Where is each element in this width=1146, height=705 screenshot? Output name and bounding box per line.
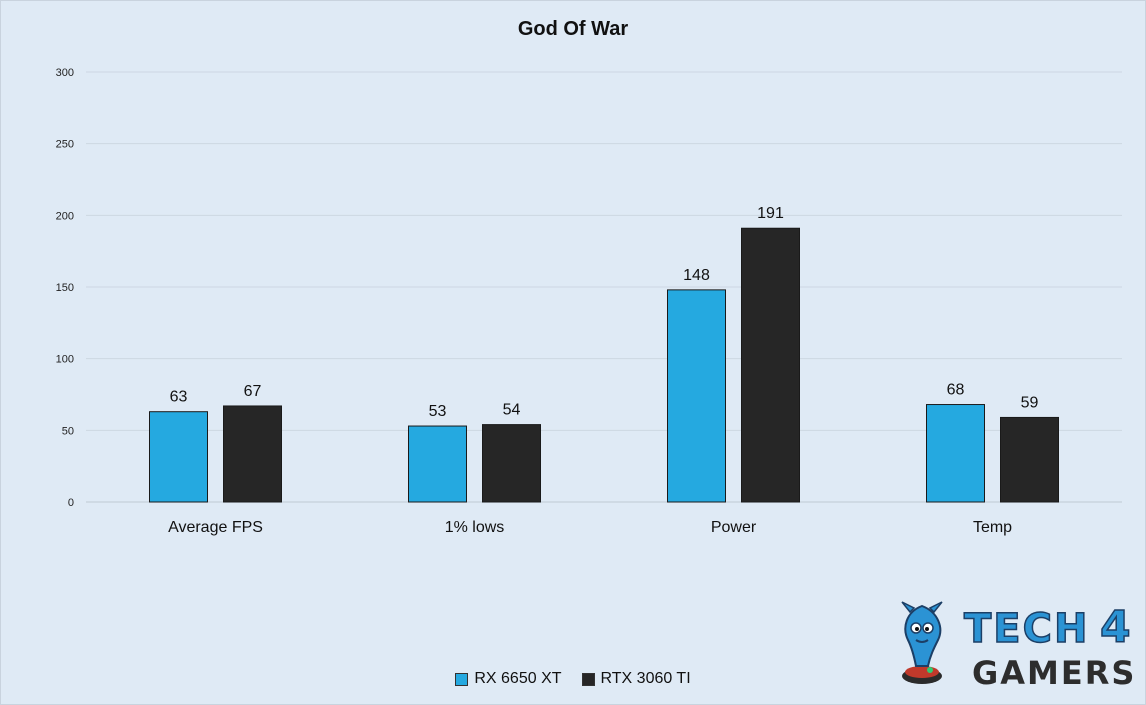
data-label: 191 — [757, 205, 784, 222]
y-tick-label: 300 — [56, 67, 74, 79]
data-label: 59 — [1021, 394, 1039, 411]
logo-word-tech: TECH — [964, 606, 1089, 652]
logo-digit-4: 4 — [1100, 602, 1131, 653]
legend-swatch-series-1 — [581, 672, 595, 686]
legend: RX 6650 XT RTX 3060 TI — [0, 670, 1146, 688]
y-tick-label: 0 — [68, 497, 74, 509]
x-axis-category-labels: Average FPS 1% lows Power Temp — [168, 519, 1012, 536]
y-tick-label: 50 — [62, 425, 74, 437]
bar-rtx-3060-ti — [1000, 416, 1059, 503]
logo-word-gamers: GAMERS — [972, 654, 1136, 690]
data-label: 54 — [503, 402, 521, 419]
bar-rtx-3060-ti — [482, 424, 541, 503]
y-tick-label: 200 — [56, 210, 74, 222]
mascot-icon — [901, 601, 943, 684]
bar-rtx-3060-ti — [741, 227, 800, 503]
x-category-label: Power — [711, 519, 757, 536]
legend-label-series-1: RTX 3060 TI — [600, 670, 691, 687]
x-category-label: 1% lows — [445, 519, 505, 536]
data-labels: 63 67 53 54 148 191 68 59 — [170, 205, 1039, 420]
tech4gamers-logo: TECH 4 GAMERS — [901, 601, 1136, 690]
bar-rx-6650-xt — [408, 425, 467, 503]
data-label: 67 — [244, 383, 262, 400]
y-tick-label: 100 — [56, 354, 74, 366]
legend-item-series-0: RX 6650 XT — [455, 670, 562, 688]
y-tick-label: 150 — [56, 282, 74, 294]
legend-swatch-series-0 — [455, 672, 469, 686]
data-label: 68 — [947, 382, 965, 399]
y-axis-tick-labels: 0 50 100 150 200 250 300 — [56, 67, 74, 509]
y-tick-label: 250 — [56, 139, 74, 151]
data-label: 53 — [429, 403, 447, 420]
data-label: 63 — [170, 389, 188, 406]
bars — [149, 227, 1059, 503]
legend-label-series-0: RX 6650 XT — [474, 670, 562, 687]
data-label: 148 — [683, 267, 710, 284]
x-category-label: Average FPS — [168, 519, 263, 536]
x-category-label: Temp — [973, 519, 1012, 536]
chart-title: God Of War — [517, 18, 629, 40]
bar-rtx-3060-ti — [223, 405, 282, 503]
bar-rx-6650-xt — [149, 411, 208, 503]
bar-rx-6650-xt — [667, 289, 726, 503]
bar-rx-6650-xt — [926, 404, 985, 503]
legend-item-series-1: RTX 3060 TI — [581, 670, 691, 688]
